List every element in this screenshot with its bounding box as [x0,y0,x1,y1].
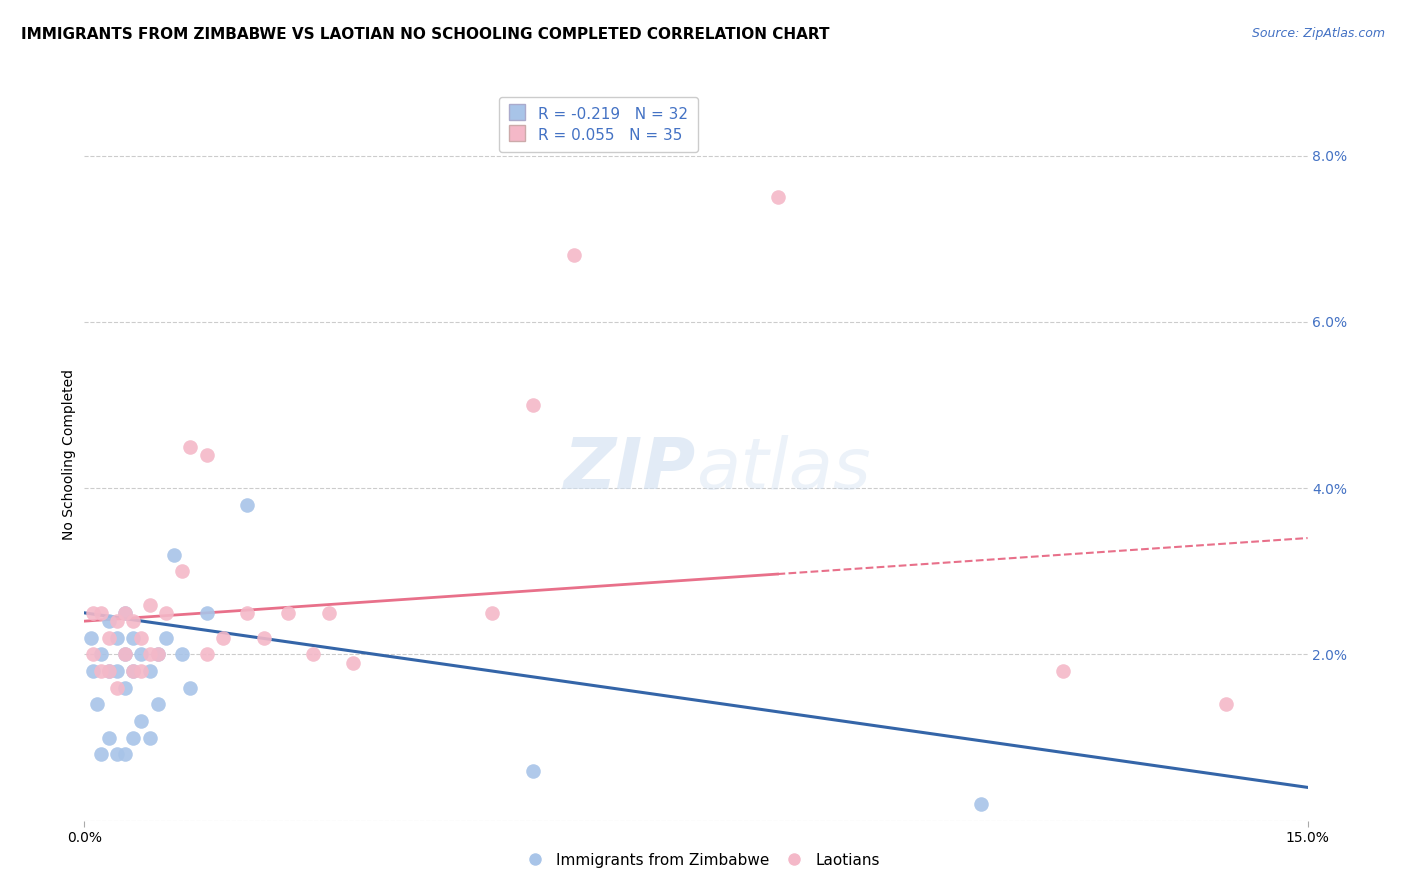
Point [277,606,299,620]
Point [105,681,128,695]
Point [97,664,120,678]
Point [122,664,145,678]
Point [146,698,169,712]
Text: ZIP: ZIP [564,435,696,504]
Point [131,631,153,645]
Point [179,440,201,454]
Point [97,664,120,678]
Point [195,606,218,620]
Point [97,614,120,628]
Point [122,731,145,745]
Point [1052,664,1074,678]
Point [114,648,136,662]
Point [114,648,136,662]
Point [131,648,153,662]
Point [1215,698,1237,712]
Point [179,681,201,695]
Point [97,631,120,645]
Point [122,664,145,678]
Point [138,648,160,662]
Point [131,664,153,678]
Point [82,648,104,662]
Point [301,648,323,662]
Point [138,731,160,745]
Point [131,714,153,728]
Point [481,606,503,620]
Y-axis label: No Schooling Completed: No Schooling Completed [62,369,76,541]
Point [163,548,186,562]
Point [766,190,789,204]
Point [90,606,112,620]
Point [236,606,259,620]
Point [236,498,259,512]
Point [114,606,136,620]
Point [172,564,194,578]
Legend: Immigrants from Zimbabwe, Laotians: Immigrants from Zimbabwe, Laotians [519,845,887,875]
Point [90,648,112,662]
Text: IMMIGRANTS FROM ZIMBABWE VS LAOTIAN NO SCHOOLING COMPLETED CORRELATION CHART: IMMIGRANTS FROM ZIMBABWE VS LAOTIAN NO S… [21,27,830,42]
Point [195,648,218,662]
Point [522,398,544,412]
Point [562,248,585,262]
Point [90,747,112,761]
Point [195,448,218,462]
Point [105,664,128,678]
Text: atlas: atlas [696,435,870,504]
Point [172,648,194,662]
Point [105,614,128,628]
Point [212,631,235,645]
Point [82,664,104,678]
Legend: R = -0.219   N = 32, R = 0.055   N = 35: R = -0.219 N = 32, R = 0.055 N = 35 [499,97,697,152]
Point [146,648,169,662]
Point [970,797,993,811]
Point [155,631,177,645]
Point [97,731,120,745]
Point [114,606,136,620]
Point [122,631,145,645]
Point [90,664,112,678]
Point [105,747,128,761]
Point [138,664,160,678]
Point [342,656,364,670]
Point [105,631,128,645]
Point [114,747,136,761]
Point [114,681,136,695]
Point [318,606,340,620]
Point [155,606,177,620]
Point [122,614,145,628]
Point [86,698,108,712]
Text: Source: ZipAtlas.com: Source: ZipAtlas.com [1251,27,1385,40]
Point [80,631,103,645]
Point [253,631,276,645]
Point [138,598,160,612]
Point [522,764,544,778]
Point [82,606,104,620]
Point [146,648,169,662]
